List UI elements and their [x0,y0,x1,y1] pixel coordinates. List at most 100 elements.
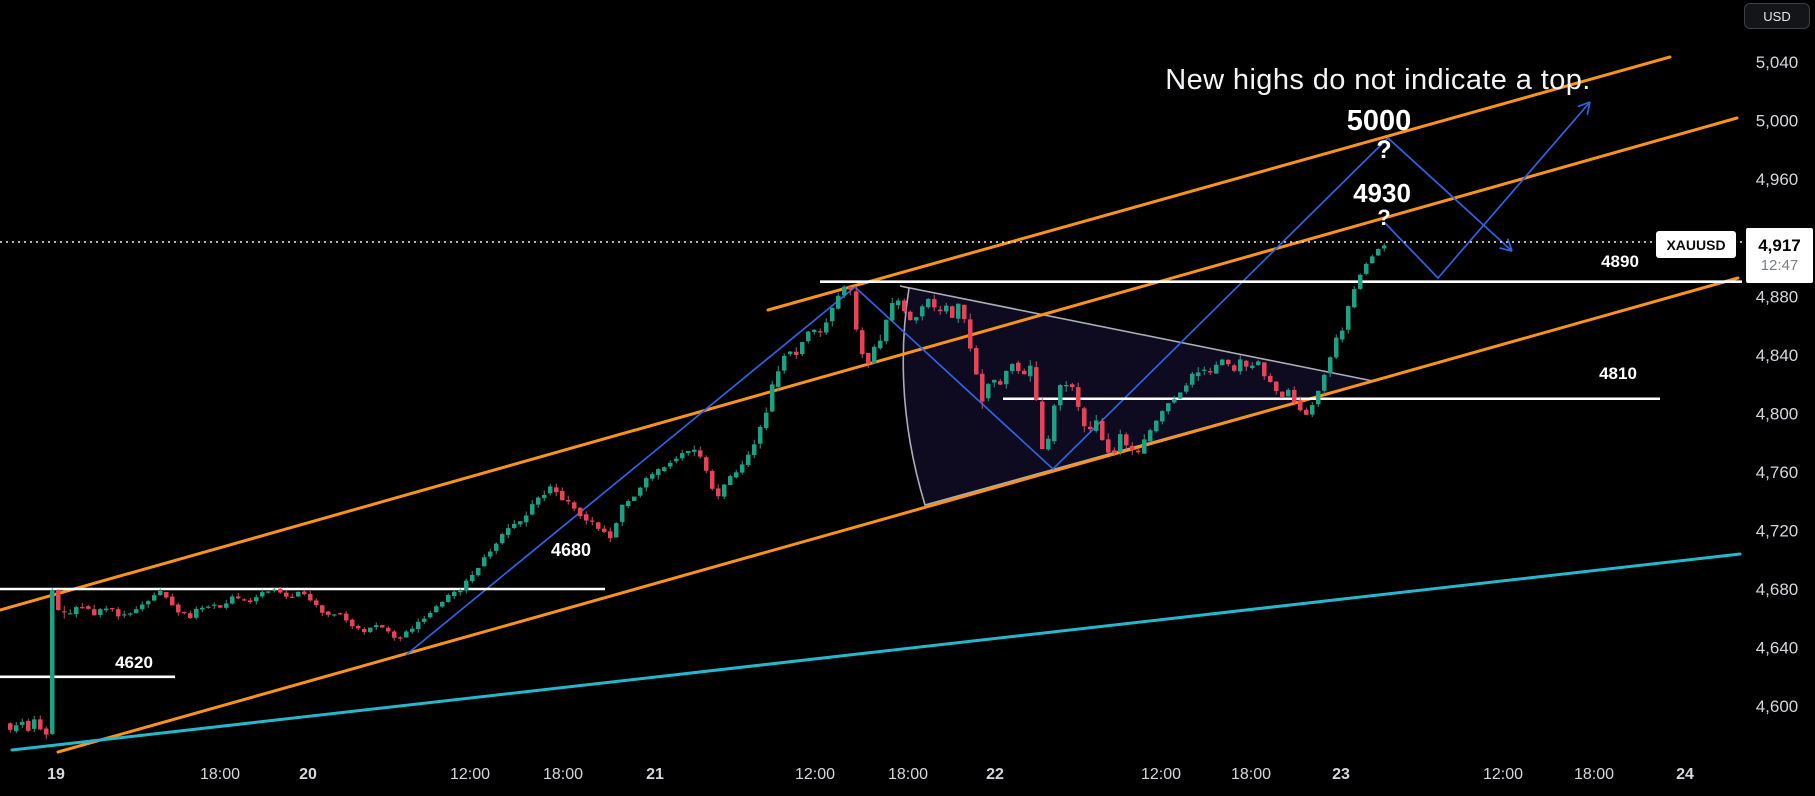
price-axis-label-5040: 5,040 [1756,53,1799,72]
orange-channel-lower[interactable] [56,276,1740,754]
candle-body [206,606,211,608]
candle-body [1256,361,1261,366]
candle-body [746,454,751,465]
arrowhead [1499,247,1513,252]
candle-body [434,606,439,613]
candle-body [950,306,955,318]
candle-body [158,590,163,596]
price-target-4930: 4930 [1353,178,1411,208]
orange-channel-upper[interactable] [766,55,1672,312]
candle-body [188,613,193,618]
price-axis-label-4960: 4,960 [1756,170,1799,189]
candle-body [890,303,895,321]
candle-body [782,355,787,371]
candle-body [308,593,313,601]
candle-body [272,589,277,591]
candle-body [818,331,823,333]
candle-body [1340,330,1345,340]
candle-body [824,322,829,333]
time-axis-label-18:00: 18:00 [200,766,240,783]
candle-body [1082,408,1087,427]
candle-body [38,719,43,730]
candle-body [278,588,283,593]
candle-body [542,494,547,499]
time-axis-label-22: 22 [986,766,1004,783]
candle-body [1328,357,1333,374]
candle-body [716,488,721,497]
candle-body [680,453,685,459]
price-axis-label-4600: 4,600 [1756,697,1799,716]
candle-body [416,621,421,630]
candle-body [1376,249,1381,256]
candle-body [242,599,247,601]
candle-body [200,607,205,610]
candle-body [452,591,457,596]
candle-body [422,618,427,623]
candle-body [368,627,373,633]
currency-toggle-button[interactable]: USD [1744,3,1810,29]
candle-body [1310,405,1315,415]
candle-body [362,629,367,633]
candle-body [374,625,379,627]
candle-body [944,305,949,312]
candle-body [1250,365,1255,368]
candle-body [1160,411,1165,422]
price-axis-label-4720: 4,720 [1756,521,1799,540]
candle-body [878,340,883,349]
candle-body [578,507,583,517]
candle-body [914,317,919,321]
candle-body [1118,434,1123,452]
candle-body [230,596,235,604]
candle-body [806,331,811,342]
candle-body [614,523,619,538]
candle-body [212,604,217,606]
candle-body [386,627,391,632]
cyan-support[interactable] [10,552,1742,752]
candle-body [122,614,127,616]
candle-body [1040,401,1045,450]
bar-countdown-timer: 12:47 [1760,256,1799,274]
candle-body [980,373,985,402]
candle-body [1010,364,1015,372]
candle-body [764,412,769,429]
candle-body [698,450,703,457]
candle-body [1322,374,1327,391]
candle-body [470,574,475,582]
candle-body [830,307,835,322]
candle-body [572,502,577,509]
time-axis-label-21: 21 [646,766,664,783]
candle-body [554,487,559,493]
candle-body [302,591,307,595]
candle-body [1184,385,1189,392]
candle-body [440,601,445,607]
candle-body [1208,371,1213,373]
projection-4930-4890-5000[interactable] [1383,101,1591,280]
candle-body [866,352,871,364]
candle-body [20,721,25,725]
candle-body [1088,426,1093,430]
candle-body [1166,403,1171,412]
candle-body [1046,438,1051,450]
candle-body [530,504,535,515]
candle-body [1058,385,1063,406]
candle-body [962,304,967,320]
candle-body [398,637,403,639]
candles-series [8,243,1387,740]
candle-body [1142,439,1147,454]
level-label-4890: 4890 [1601,252,1639,271]
candle-body [404,631,409,638]
wave-zigzag[interactable] [405,137,1389,656]
time-axis-label-18:00: 18:00 [1574,766,1614,783]
candle-body [1106,439,1111,453]
arrowhead [1577,101,1591,108]
candle-body [194,608,199,618]
candle-body [596,522,601,529]
candle-body [146,601,151,605]
candle-body [320,605,325,613]
annotation-headline: New highs do not indicate a top. [1165,64,1591,96]
projection-pullback-from-5000[interactable] [1387,137,1513,252]
candle-body [728,476,733,485]
candle-body [1232,365,1237,371]
